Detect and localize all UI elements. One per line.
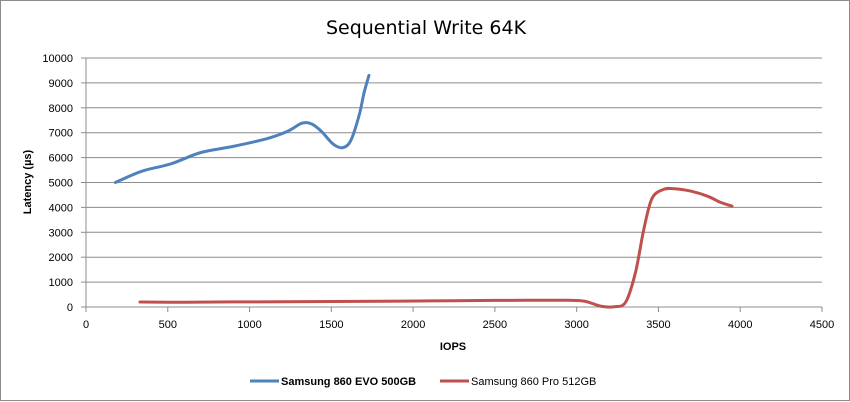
legend: Samsung 860 EVO 500GB Samsung 860 Pro 512…: [250, 376, 596, 388]
y-tick-label: 8000: [49, 103, 73, 115]
y-tick-label: 1000: [49, 277, 73, 289]
x-tick-label: 1500: [319, 319, 343, 331]
legend-label-1: Samsung 860 Pro 512GB: [471, 376, 596, 388]
chart-title: Sequential Write 64K: [326, 17, 527, 39]
x-tick-label: 0: [83, 319, 89, 331]
series-line-0: [113, 73, 371, 184]
x-tick-label: 500: [159, 319, 177, 331]
series-lines: [113, 73, 734, 309]
y-tick-label: 2000: [49, 252, 73, 264]
y-tick-label: 5000: [49, 178, 73, 190]
y-tick-label: 9000: [49, 78, 73, 90]
y-tick-label: 6000: [49, 153, 73, 165]
y-axis-label: Latency (µs): [22, 149, 34, 214]
y-tick-label: 3000: [49, 227, 73, 239]
series-line-1: [138, 186, 734, 309]
x-axis-label: IOPS: [440, 341, 466, 353]
gridlines: [81, 57, 822, 308]
x-tick-label: 2000: [401, 319, 425, 331]
y-tick-label: 7000: [49, 128, 73, 140]
y-tick-label: 0: [67, 302, 73, 314]
x-tick-label: 4000: [728, 319, 752, 331]
y-tick-label: 4000: [49, 202, 73, 214]
legend-label-0: Samsung 860 EVO 500GB: [281, 376, 416, 388]
x-tick-label: 3500: [646, 319, 670, 331]
x-tick-label: 4500: [810, 319, 834, 331]
y-tick-label: 10000: [42, 53, 73, 65]
y-tick-labels: 0 1000 2000 3000 4000 5000 6000 7000 8000 9000 100…: [42, 53, 73, 314]
axes: [85, 58, 823, 312]
x-tick-label: 1000: [237, 319, 261, 331]
x-tick-labels: 0 500 1000 1500 2000 2500 3000 3500 4000 4500: [83, 319, 834, 331]
x-tick-label: 3000: [564, 319, 588, 331]
x-tick-label: 2500: [483, 319, 507, 331]
